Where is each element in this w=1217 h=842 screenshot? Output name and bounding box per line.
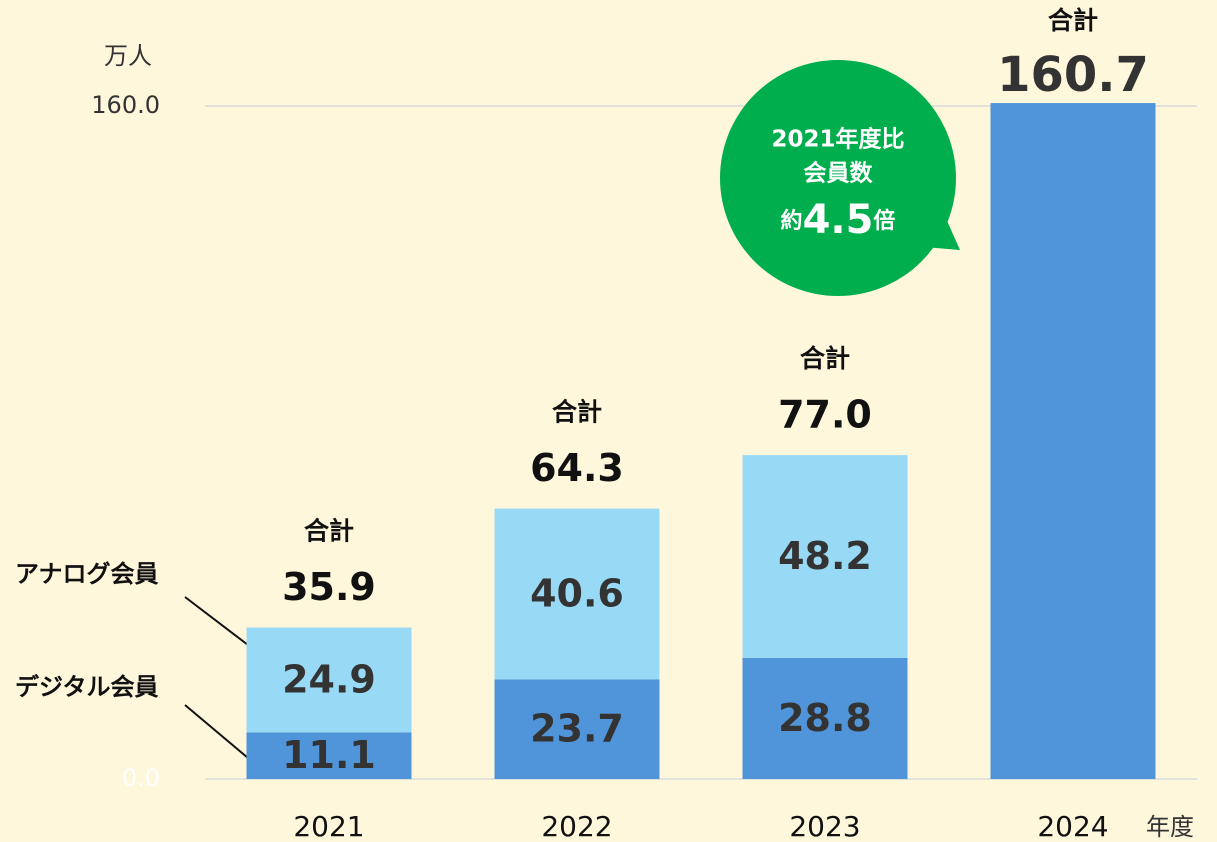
y-tick-label: 160.0 <box>91 91 160 119</box>
total-caption: 合計 <box>800 344 850 373</box>
bar-segment <box>494 679 660 779</box>
leader-line <box>184 596 249 646</box>
leader-line <box>184 704 249 759</box>
y-unit: 万人 <box>104 42 152 70</box>
bar-segment <box>742 657 908 779</box>
bar-segment <box>494 508 660 680</box>
total-caption: 合計 <box>1048 6 1098 35</box>
bubble-circle <box>720 60 956 296</box>
annotation-value: 4.5 <box>803 197 874 243</box>
x-tick-label: 2023 <box>789 810 860 842</box>
y-tick-label: 0.0 <box>122 764 160 792</box>
legend-label: アナログ会員 <box>15 560 159 588</box>
segment-label: 40.6 <box>530 571 624 615</box>
annotation-prefix: 約 <box>781 208 803 234</box>
legend-label: デジタル会員 <box>15 673 159 701</box>
segment-label: 48.2 <box>778 534 872 578</box>
bar-segment <box>742 455 908 658</box>
annotation-text: 約4.5倍 <box>781 197 896 243</box>
segment-label: 28.8 <box>778 696 872 740</box>
x-tick-label: 2024 <box>1037 810 1108 842</box>
total-label: 35.9 <box>282 565 376 609</box>
total-label: 160.7 <box>997 47 1149 103</box>
total-caption: 合計 <box>304 517 354 546</box>
annotation-text: 会員数 <box>804 160 874 187</box>
total-label: 77.0 <box>778 393 872 437</box>
x-unit: 年度 <box>1146 813 1194 841</box>
segment-label: 24.9 <box>282 657 376 701</box>
bar-segment <box>990 103 1156 780</box>
annotation-bubble: 2021年度比 会員数 約4.5倍 <box>720 60 960 296</box>
annotation-text: 2021年度比 <box>771 126 904 153</box>
bar-segment <box>246 627 412 733</box>
segment-label: 11.1 <box>282 733 376 777</box>
bar-segment <box>246 732 412 779</box>
annotation-suffix: 倍 <box>873 208 895 234</box>
x-tick-label: 2022 <box>541 810 612 842</box>
segment-label: 23.7 <box>530 707 624 751</box>
total-label: 64.3 <box>530 446 624 490</box>
x-tick-label: 2021 <box>293 810 364 842</box>
total-caption: 合計 <box>552 398 602 427</box>
